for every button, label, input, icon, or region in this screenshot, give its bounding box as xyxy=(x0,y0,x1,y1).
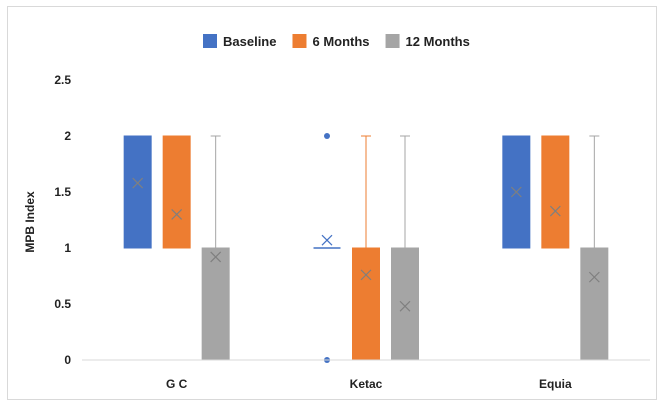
box-body xyxy=(123,135,152,249)
legend: Baseline 6 Months 12 Months xyxy=(203,34,470,49)
y-axis: 0 0.5 1 1.5 2 2.5 xyxy=(54,73,71,367)
y-tick-label: 0.5 xyxy=(54,297,71,311)
mean-marker xyxy=(132,177,144,189)
mean-marker xyxy=(210,251,222,263)
legend-label-0: Baseline xyxy=(223,34,276,49)
legend-swatch-1 xyxy=(292,34,307,48)
x-category-label: G C xyxy=(166,377,188,391)
box-body xyxy=(352,247,380,361)
y-tick-label: 1.5 xyxy=(54,185,71,199)
mean-marker xyxy=(321,234,333,246)
x-axis: G C Ketac Equia xyxy=(82,359,650,391)
box-0-2 xyxy=(502,135,531,249)
mean-marker xyxy=(360,269,372,281)
box-2-0 xyxy=(201,135,230,361)
box-1-2 xyxy=(541,135,570,249)
y-tick-label: 0 xyxy=(64,353,71,367)
box-1-0 xyxy=(162,135,191,249)
box-0-0 xyxy=(123,135,152,249)
legend-label-1: 6 Months xyxy=(312,34,369,49)
y-axis-title: MPB Index xyxy=(23,191,37,253)
x-category-label: Equia xyxy=(539,377,572,391)
mean-marker xyxy=(171,208,183,220)
legend-swatch-2 xyxy=(385,34,400,48)
y-tick-label: 2.5 xyxy=(54,73,71,87)
outlier-point xyxy=(324,133,330,139)
y-tick-label: 2 xyxy=(64,129,71,143)
box-2-1 xyxy=(391,135,419,361)
mean-marker xyxy=(510,186,522,198)
box-2-2 xyxy=(580,135,609,361)
mean-marker xyxy=(549,205,561,217)
box-0-1 xyxy=(313,133,341,363)
x-category-label: Ketac xyxy=(350,377,383,391)
y-tick-label: 1 xyxy=(64,241,71,255)
plot-area xyxy=(123,133,609,363)
box-body xyxy=(201,247,230,361)
box-body xyxy=(162,135,191,249)
box-body xyxy=(580,247,609,361)
legend-label-2: 12 Months xyxy=(406,34,470,49)
chart-frame xyxy=(7,6,657,400)
legend-swatch-0 xyxy=(203,34,217,48)
box-body xyxy=(391,247,419,361)
mean-marker xyxy=(399,300,411,312)
box-body xyxy=(541,135,570,249)
mean-marker xyxy=(588,271,600,283)
box-1-1 xyxy=(352,135,380,361)
